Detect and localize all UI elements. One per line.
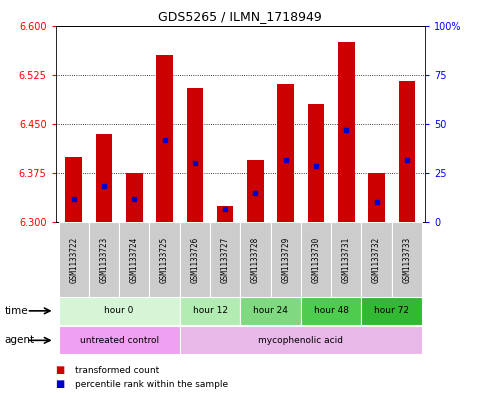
Bar xyxy=(58,222,89,297)
Text: GSM1133729: GSM1133729 xyxy=(281,236,290,283)
Bar xyxy=(277,84,294,222)
Bar xyxy=(126,173,142,222)
Text: time: time xyxy=(5,306,28,316)
Text: ■: ■ xyxy=(56,365,65,375)
Bar xyxy=(58,326,180,354)
Text: GSM1133728: GSM1133728 xyxy=(251,236,260,283)
Bar xyxy=(210,222,241,297)
Bar xyxy=(247,160,264,222)
Text: percentile rank within the sample: percentile rank within the sample xyxy=(75,380,228,389)
Text: transformed count: transformed count xyxy=(75,366,159,375)
Text: GDS5265 / ILMN_1718949: GDS5265 / ILMN_1718949 xyxy=(158,10,322,23)
Bar xyxy=(392,222,422,297)
Bar xyxy=(156,55,173,222)
Bar xyxy=(241,222,270,297)
Bar xyxy=(149,222,180,297)
Bar xyxy=(186,88,203,222)
Bar xyxy=(241,297,301,325)
Text: GSM1133726: GSM1133726 xyxy=(190,236,199,283)
Bar xyxy=(180,297,241,325)
Bar xyxy=(301,297,361,325)
Bar xyxy=(119,222,149,297)
Text: GSM1133725: GSM1133725 xyxy=(160,236,169,283)
Bar xyxy=(58,297,180,325)
Text: GSM1133733: GSM1133733 xyxy=(402,236,412,283)
Bar xyxy=(270,222,301,297)
Text: agent: agent xyxy=(5,335,35,345)
Text: GSM1133724: GSM1133724 xyxy=(130,236,139,283)
Text: GSM1133723: GSM1133723 xyxy=(99,236,109,283)
Text: GSM1133732: GSM1133732 xyxy=(372,236,381,283)
Text: GSM1133722: GSM1133722 xyxy=(69,236,78,283)
Text: untreated control: untreated control xyxy=(80,336,159,345)
Bar xyxy=(96,134,113,222)
Text: GSM1133727: GSM1133727 xyxy=(221,236,229,283)
Bar xyxy=(361,222,392,297)
Text: hour 48: hour 48 xyxy=(313,307,349,315)
Bar xyxy=(217,206,233,222)
Text: hour 72: hour 72 xyxy=(374,307,409,315)
Bar xyxy=(361,297,422,325)
Bar xyxy=(65,156,82,222)
Bar xyxy=(180,326,422,354)
Bar xyxy=(368,173,385,222)
Bar xyxy=(301,222,331,297)
Text: GSM1133731: GSM1133731 xyxy=(342,236,351,283)
Bar xyxy=(89,222,119,297)
Bar xyxy=(308,104,325,222)
Text: hour 0: hour 0 xyxy=(104,307,134,315)
Text: hour 12: hour 12 xyxy=(193,307,227,315)
Text: hour 24: hour 24 xyxy=(253,307,288,315)
Bar xyxy=(338,42,355,222)
Bar xyxy=(180,222,210,297)
Text: ■: ■ xyxy=(56,379,65,389)
Bar xyxy=(331,222,361,297)
Bar xyxy=(398,81,415,222)
Text: mycophenolic acid: mycophenolic acid xyxy=(258,336,343,345)
Text: GSM1133730: GSM1133730 xyxy=(312,236,321,283)
